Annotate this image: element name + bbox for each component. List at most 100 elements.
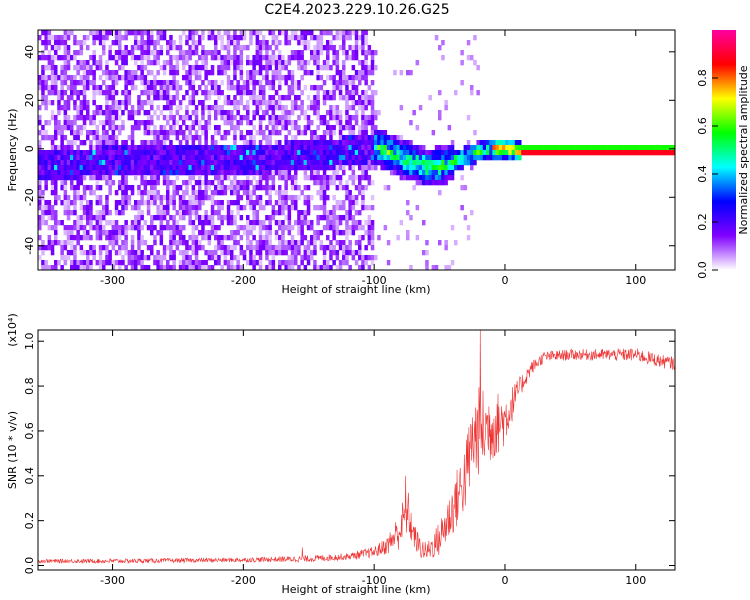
heat-cell <box>422 250 426 256</box>
heat-cell <box>182 95 186 101</box>
heat-cell <box>108 120 112 126</box>
heat-cell <box>287 140 292 146</box>
x-tick-label: 0 <box>501 574 508 587</box>
heat-cell <box>671 150 675 156</box>
heat-cell <box>162 255 167 261</box>
heat-cell <box>511 145 516 151</box>
heat-cell <box>105 195 109 201</box>
heat-cell <box>140 260 144 266</box>
heat-cell <box>130 205 135 211</box>
heat-cell <box>175 70 180 76</box>
heat-cell <box>98 110 103 116</box>
heat-cell <box>118 145 122 151</box>
heat-cell <box>665 150 669 156</box>
heat-cell <box>127 30 132 36</box>
heat-cell <box>233 100 237 106</box>
heat-cell <box>95 65 100 71</box>
heat-cell <box>255 30 260 36</box>
heat-cell <box>287 95 292 101</box>
heat-cell <box>406 150 410 156</box>
heat-cell <box>70 125 74 131</box>
heat-cell <box>396 160 400 166</box>
heat-cell <box>102 120 106 126</box>
heat-cell <box>50 60 55 66</box>
heat-cell <box>406 235 410 241</box>
heat-cell <box>281 195 285 201</box>
heat-cell <box>38 255 42 261</box>
heat-cell <box>454 90 458 96</box>
heat-cell <box>281 205 285 211</box>
heat-cell <box>268 65 272 71</box>
heat-cell <box>236 40 240 46</box>
heat-cell <box>185 125 189 131</box>
heat-cell <box>105 245 109 251</box>
heat-cell <box>143 200 148 206</box>
heat-cell <box>380 130 384 136</box>
heat-cell <box>319 175 324 181</box>
heat-cell <box>671 145 675 151</box>
heat-cell <box>175 160 180 166</box>
heat-cell <box>66 210 71 216</box>
heat-cell <box>274 70 279 76</box>
heat-cell <box>127 225 132 231</box>
heat-cell <box>44 55 48 61</box>
heat-cell <box>271 130 276 136</box>
heat-cell <box>249 120 253 126</box>
heat-cell <box>297 185 301 191</box>
heat-cell <box>143 140 148 146</box>
heat-cell <box>409 140 413 146</box>
heat-cell <box>166 205 170 211</box>
heat-cell <box>82 125 87 131</box>
heat-cell <box>354 200 359 206</box>
heat-cell <box>246 260 250 266</box>
heat-cell <box>470 90 474 96</box>
heat-cell <box>239 70 244 76</box>
heat-cell <box>214 50 218 56</box>
heat-cell <box>546 150 551 156</box>
heat-cell <box>60 130 64 136</box>
heat-cell <box>41 160 45 166</box>
heat-cell <box>89 120 93 126</box>
heat-cell <box>262 165 266 171</box>
heat-cell <box>345 145 349 151</box>
heat-cell <box>130 125 135 131</box>
heat-cell <box>121 155 125 161</box>
heat-cell <box>290 125 295 131</box>
heat-cell <box>159 255 164 261</box>
heat-cell <box>252 265 256 270</box>
heat-cell <box>236 190 240 196</box>
heat-cell <box>265 110 269 116</box>
heat-cell <box>313 55 317 61</box>
heat-cell <box>316 115 320 121</box>
heat-cell <box>54 220 58 226</box>
heat-cell <box>489 155 493 161</box>
heat-cell <box>182 30 186 36</box>
heat-cell <box>60 220 64 226</box>
heat-cell <box>41 125 45 131</box>
heat-cell <box>140 70 144 76</box>
heat-cell <box>367 70 372 76</box>
heat-cell <box>76 260 80 266</box>
heat-cell <box>444 105 448 111</box>
heat-cell <box>54 200 58 206</box>
heat-cell <box>153 80 157 86</box>
heat-cell <box>217 205 221 211</box>
heat-cell <box>572 145 576 151</box>
heat-cell <box>201 230 205 236</box>
heat-cell <box>172 230 176 236</box>
heat-cell <box>354 260 359 266</box>
heat-cell <box>140 40 144 46</box>
heat-cell <box>566 145 570 151</box>
heat-cell <box>287 60 292 66</box>
heat-cell <box>207 170 212 176</box>
heat-cell <box>348 45 352 51</box>
heat-cell <box>162 35 167 41</box>
heat-cell <box>284 75 288 81</box>
heat-cell <box>220 245 224 251</box>
heat-cell <box>274 200 279 206</box>
colorbar-tick-label: 0.6 <box>696 117 709 135</box>
heat-cell <box>182 50 186 56</box>
heat-cell <box>98 105 103 111</box>
heat-cell <box>50 45 55 51</box>
heat-cell <box>348 150 352 156</box>
